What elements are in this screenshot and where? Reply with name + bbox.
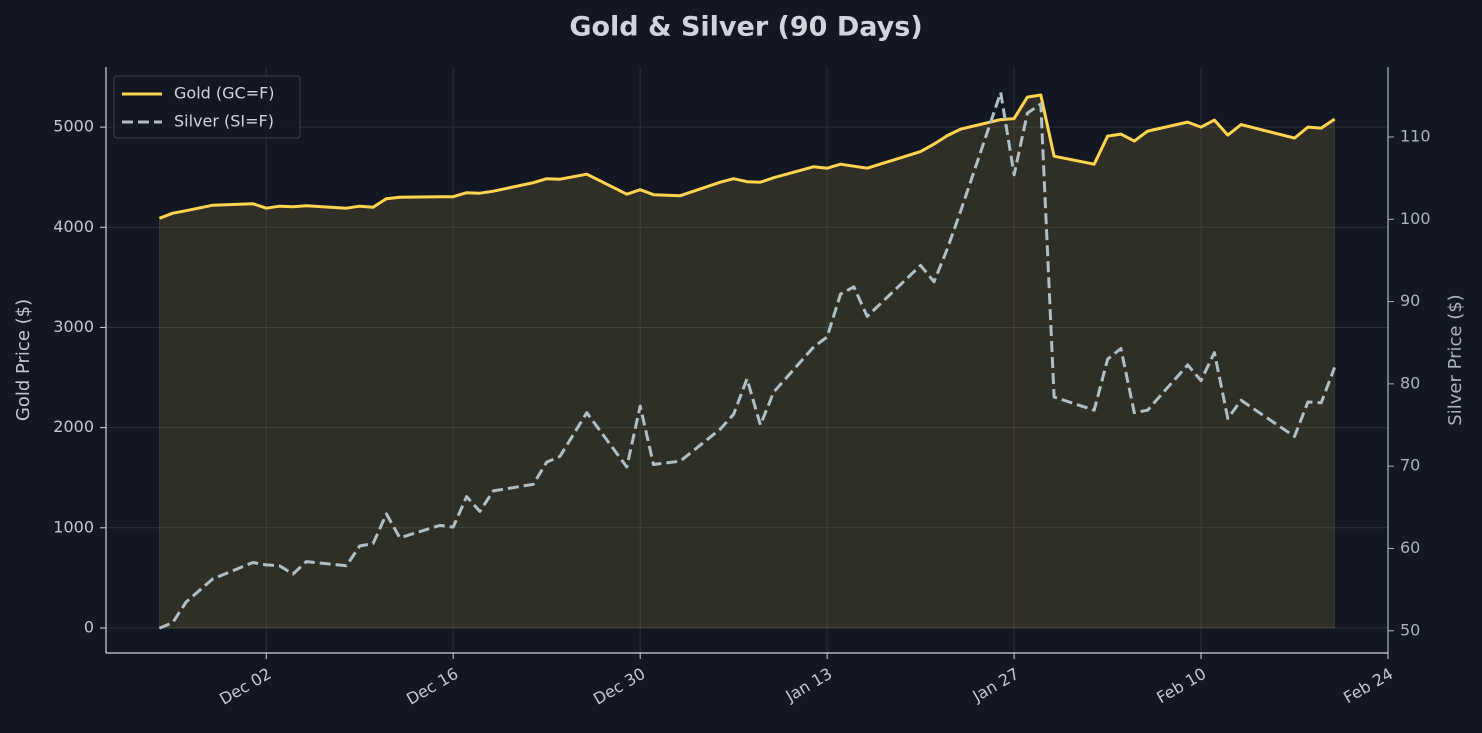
y2-tick-label: 110: [1400, 126, 1431, 145]
y2-tick-label: 60: [1400, 538, 1420, 557]
y-axis-label: Gold Price ($): [13, 299, 34, 421]
y2-axis-label: Silver Price ($): [1445, 294, 1466, 425]
y2-tick-label: 90: [1400, 291, 1420, 310]
y2-tick-label: 70: [1400, 456, 1420, 475]
y-tick-label: 3000: [53, 317, 94, 336]
y-tick-label: 4000: [53, 217, 94, 236]
legend-label: Silver (SI=F): [174, 112, 274, 131]
y2-tick-label: 50: [1400, 620, 1420, 639]
y2-tick-label: 80: [1400, 373, 1420, 392]
chart-title: Gold & Silver (90 Days): [569, 12, 922, 43]
y2-tick-label: 100: [1400, 209, 1431, 228]
line: [158, 91, 1337, 630]
line: [158, 93, 1336, 220]
legend-label: Gold (GC=F): [174, 84, 275, 103]
y-tick-label: 2000: [53, 417, 94, 436]
y-tick-label: 1000: [53, 517, 94, 536]
y-tick-label: 0: [84, 617, 94, 636]
y-tick-label: 5000: [53, 117, 94, 136]
